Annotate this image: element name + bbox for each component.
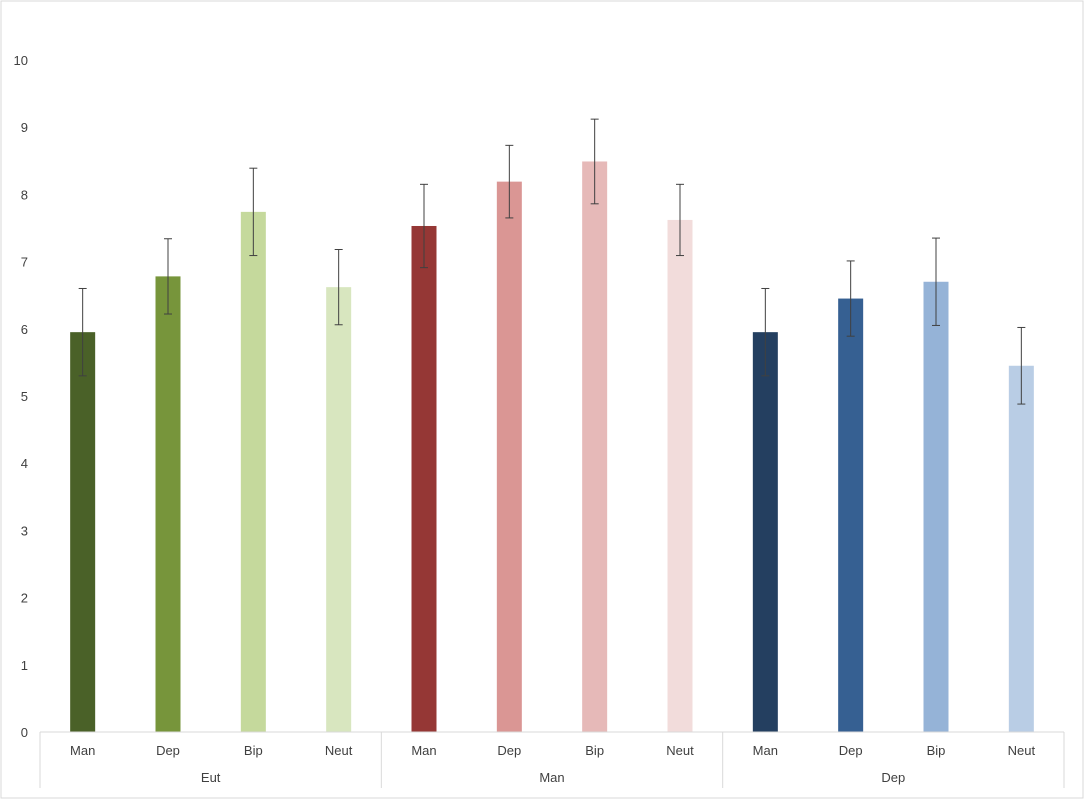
y-tick-label: 0 bbox=[21, 725, 28, 740]
bar bbox=[667, 219, 693, 732]
y-tick-label: 10 bbox=[14, 53, 28, 68]
bar bbox=[326, 287, 352, 732]
bar bbox=[923, 281, 949, 732]
x-group-label: Man bbox=[539, 770, 564, 785]
bar bbox=[155, 276, 181, 732]
y-tick-label: 8 bbox=[21, 187, 28, 202]
bar bbox=[1008, 365, 1034, 732]
x-category-label: Dep bbox=[839, 743, 863, 758]
bar bbox=[838, 298, 864, 732]
y-tick-label: 5 bbox=[21, 389, 28, 404]
x-category-label: Neut bbox=[325, 743, 353, 758]
x-category-label: Bip bbox=[585, 743, 604, 758]
x-category-label: Man bbox=[411, 743, 436, 758]
bar bbox=[240, 211, 266, 732]
y-tick-label: 7 bbox=[21, 255, 28, 270]
x-category-label: Man bbox=[753, 743, 778, 758]
x-category-label: Bip bbox=[244, 743, 263, 758]
y-tick-label: 4 bbox=[21, 456, 28, 471]
x-axis: Man Dep Bip Neut Eut Man Dep Bip Neut Man Man Dep Bi… bbox=[39, 731, 1065, 788]
bars bbox=[70, 161, 1034, 733]
bar bbox=[582, 161, 608, 733]
x-group-label: Eut bbox=[201, 770, 221, 785]
bar bbox=[411, 225, 437, 732]
x-category-label: Neut bbox=[666, 743, 694, 758]
y-tick-label: 6 bbox=[21, 322, 28, 337]
x-group-label: Dep bbox=[881, 770, 905, 785]
y-tick-label: 1 bbox=[21, 658, 28, 673]
x-category-label: Dep bbox=[156, 743, 180, 758]
y-axis-ticks: 0 1 2 3 4 5 6 7 8 9 10 bbox=[14, 53, 28, 740]
y-tick-label: 9 bbox=[21, 120, 28, 135]
y-tick-label: 3 bbox=[21, 523, 28, 538]
x-category-label: Dep bbox=[497, 743, 521, 758]
bar bbox=[752, 332, 778, 732]
bar bbox=[496, 181, 522, 732]
x-category-label: Neut bbox=[1008, 743, 1036, 758]
y-tick-label: 2 bbox=[21, 591, 28, 606]
x-category-label: Man bbox=[70, 743, 95, 758]
x-category-label: Bip bbox=[927, 743, 946, 758]
error-bars bbox=[78, 118, 1026, 405]
bar bbox=[70, 332, 96, 732]
